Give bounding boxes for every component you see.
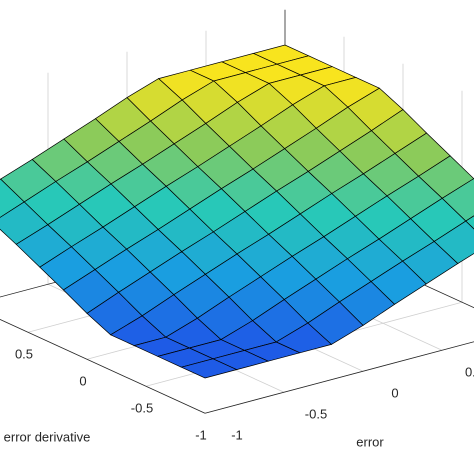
y-tick-label: 0 bbox=[79, 374, 86, 389]
axis-line bbox=[204, 341, 474, 414]
axis-line bbox=[0, 318, 206, 414]
surface-face bbox=[180, 358, 238, 379]
x-tick-label: 0 bbox=[391, 386, 398, 401]
x-tick-label: -1 bbox=[231, 428, 243, 443]
y-tick-label: -1 bbox=[195, 428, 207, 443]
x-tick-label: 0.5 bbox=[465, 365, 474, 380]
y-axis-title: error derivative bbox=[4, 429, 91, 444]
y-tick-label: 0.5 bbox=[15, 347, 33, 362]
x-tick-label: -0.5 bbox=[305, 407, 327, 422]
y-tick-label: -0.5 bbox=[131, 401, 153, 416]
x-axis-title: error bbox=[356, 434, 384, 449]
